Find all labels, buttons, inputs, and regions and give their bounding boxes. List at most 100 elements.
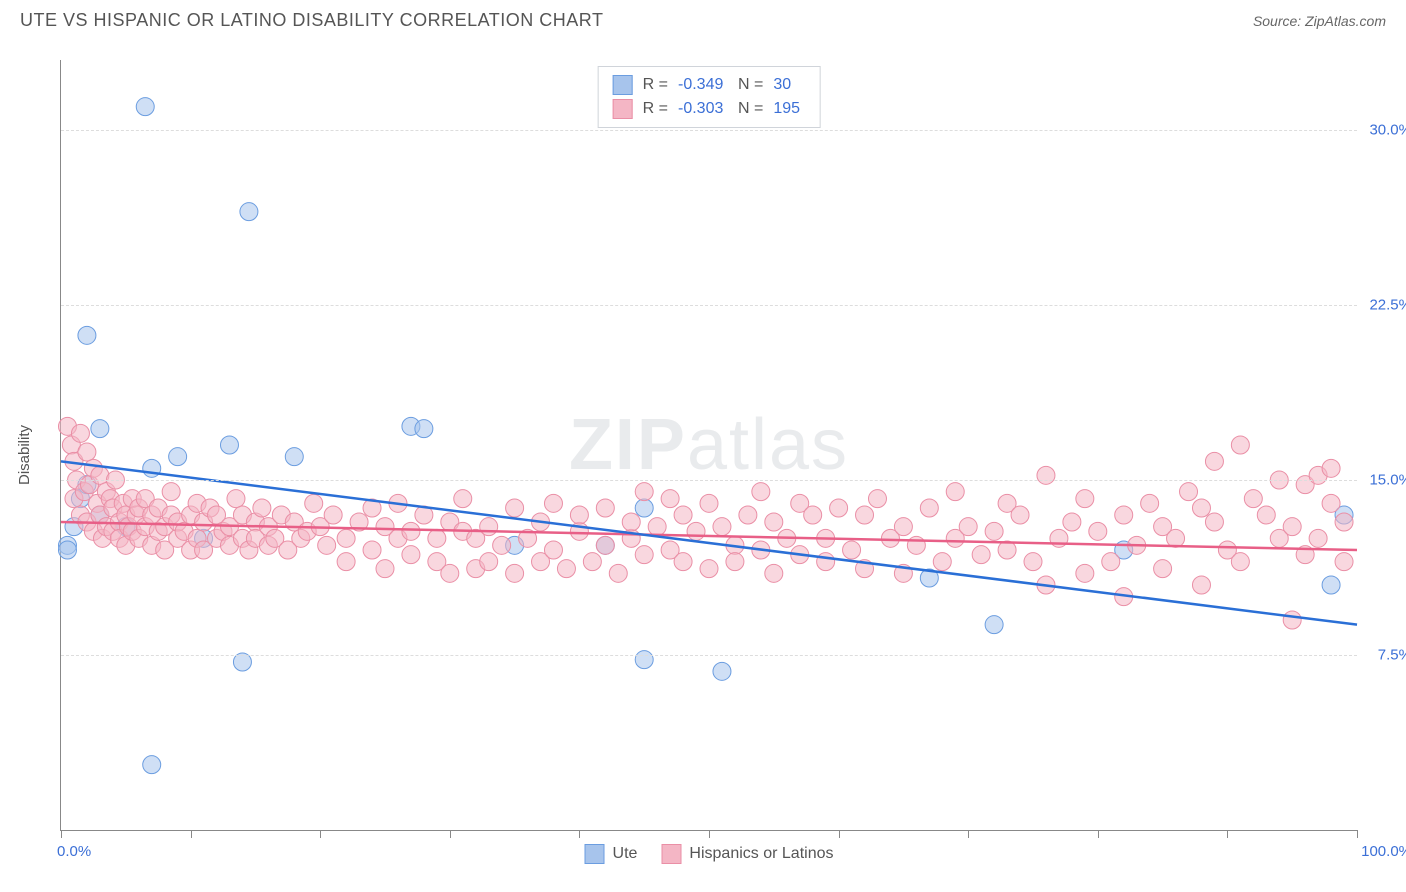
point-hispanic [506, 564, 524, 582]
point-hispanic [71, 424, 89, 442]
point-hispanic [1167, 529, 1185, 547]
point-hispanic [596, 499, 614, 517]
point-hispanic [402, 546, 420, 564]
point-hispanic [1089, 522, 1107, 540]
point-hispanic [1076, 490, 1094, 508]
point-ute [220, 436, 238, 454]
point-hispanic [648, 518, 666, 536]
x-axis-max: 100.0% [1361, 843, 1406, 860]
series-legend: Ute Hispanics or Latinos [585, 844, 834, 864]
legend-row-ute: R =-0.349 N =30 [613, 73, 806, 97]
gridline [61, 655, 1357, 656]
chart-title: UTE VS HISPANIC OR LATINO DISABILITY COR… [20, 10, 603, 31]
legend-item-hispanic: Hispanics or Latinos [661, 844, 833, 864]
point-hispanic [1154, 560, 1172, 578]
point-hispanic [933, 553, 951, 571]
point-hispanic [739, 506, 757, 524]
point-hispanic [1102, 553, 1120, 571]
swatch-ute [613, 75, 633, 95]
correlation-legend: R =-0.349 N =30 R =-0.303 N =195 [598, 66, 821, 128]
point-hispanic [441, 564, 459, 582]
x-tick [968, 830, 969, 838]
legend-row-hispanic: R =-0.303 N =195 [613, 97, 806, 121]
point-hispanic [337, 553, 355, 571]
point-hispanic [959, 518, 977, 536]
y-tick-label: 22.5% [1369, 297, 1406, 314]
point-hispanic [817, 553, 835, 571]
point-hispanic [907, 536, 925, 554]
point-hispanic [506, 499, 524, 517]
point-hispanic [635, 483, 653, 501]
point-hispanic [570, 506, 588, 524]
point-hispanic [804, 506, 822, 524]
point-hispanic [1205, 452, 1223, 470]
point-ute [713, 662, 731, 680]
point-hispanic [480, 518, 498, 536]
point-hispanic [1076, 564, 1094, 582]
x-tick [320, 830, 321, 838]
point-hispanic [985, 522, 1003, 540]
point-hispanic [1322, 459, 1340, 477]
point-hispanic [674, 506, 692, 524]
point-hispanic [713, 518, 731, 536]
point-ute [136, 98, 154, 116]
point-hispanic [868, 490, 886, 508]
swatch-hispanic [613, 99, 633, 119]
x-tick [191, 830, 192, 838]
point-hispanic [454, 490, 472, 508]
y-tick-label: 30.0% [1369, 122, 1406, 139]
y-axis-label: Disability [16, 425, 33, 485]
point-hispanic [480, 553, 498, 571]
point-hispanic [1231, 553, 1249, 571]
point-hispanic [493, 536, 511, 554]
point-hispanic [1309, 529, 1327, 547]
point-hispanic [856, 506, 874, 524]
chart-area: Disability ZIPatlas R =-0.349 N =30 R =-… [20, 40, 1386, 870]
point-hispanic [894, 518, 912, 536]
point-hispanic [544, 541, 562, 559]
point-hispanic [1037, 466, 1055, 484]
y-tick-label: 15.0% [1369, 472, 1406, 489]
point-hispanic [1180, 483, 1198, 501]
point-hispanic [661, 490, 679, 508]
scatter-svg [61, 60, 1357, 830]
point-hispanic [596, 536, 614, 554]
point-hispanic [609, 564, 627, 582]
point-hispanic [765, 564, 783, 582]
gridline [61, 305, 1357, 306]
point-hispanic [726, 553, 744, 571]
point-ute [635, 651, 653, 669]
point-hispanic [1205, 513, 1223, 531]
point-ute [285, 448, 303, 466]
x-axis-min: 0.0% [57, 843, 91, 860]
point-hispanic [428, 529, 446, 547]
point-hispanic [162, 483, 180, 501]
point-hispanic [843, 541, 861, 559]
x-tick [709, 830, 710, 838]
point-hispanic [1231, 436, 1249, 454]
point-hispanic [1192, 499, 1210, 517]
point-hispanic [1192, 576, 1210, 594]
point-hispanic [1024, 553, 1042, 571]
point-hispanic [635, 546, 653, 564]
point-hispanic [363, 541, 381, 559]
point-hispanic [318, 536, 336, 554]
point-hispanic [78, 443, 96, 461]
point-hispanic [337, 529, 355, 547]
point-ute [240, 203, 258, 221]
swatch-hispanic [661, 844, 681, 864]
point-hispanic [583, 553, 601, 571]
point-ute [58, 541, 76, 559]
point-hispanic [376, 560, 394, 578]
point-ute [985, 616, 1003, 634]
point-ute [1322, 576, 1340, 594]
point-hispanic [1335, 513, 1353, 531]
point-hispanic [1335, 553, 1353, 571]
point-hispanic [557, 560, 575, 578]
gridline [61, 480, 1357, 481]
plot-area: ZIPatlas R =-0.349 N =30 R =-0.303 N =19… [60, 60, 1357, 831]
point-hispanic [946, 483, 964, 501]
x-tick [839, 830, 840, 838]
point-ute [169, 448, 187, 466]
point-hispanic [1283, 611, 1301, 629]
